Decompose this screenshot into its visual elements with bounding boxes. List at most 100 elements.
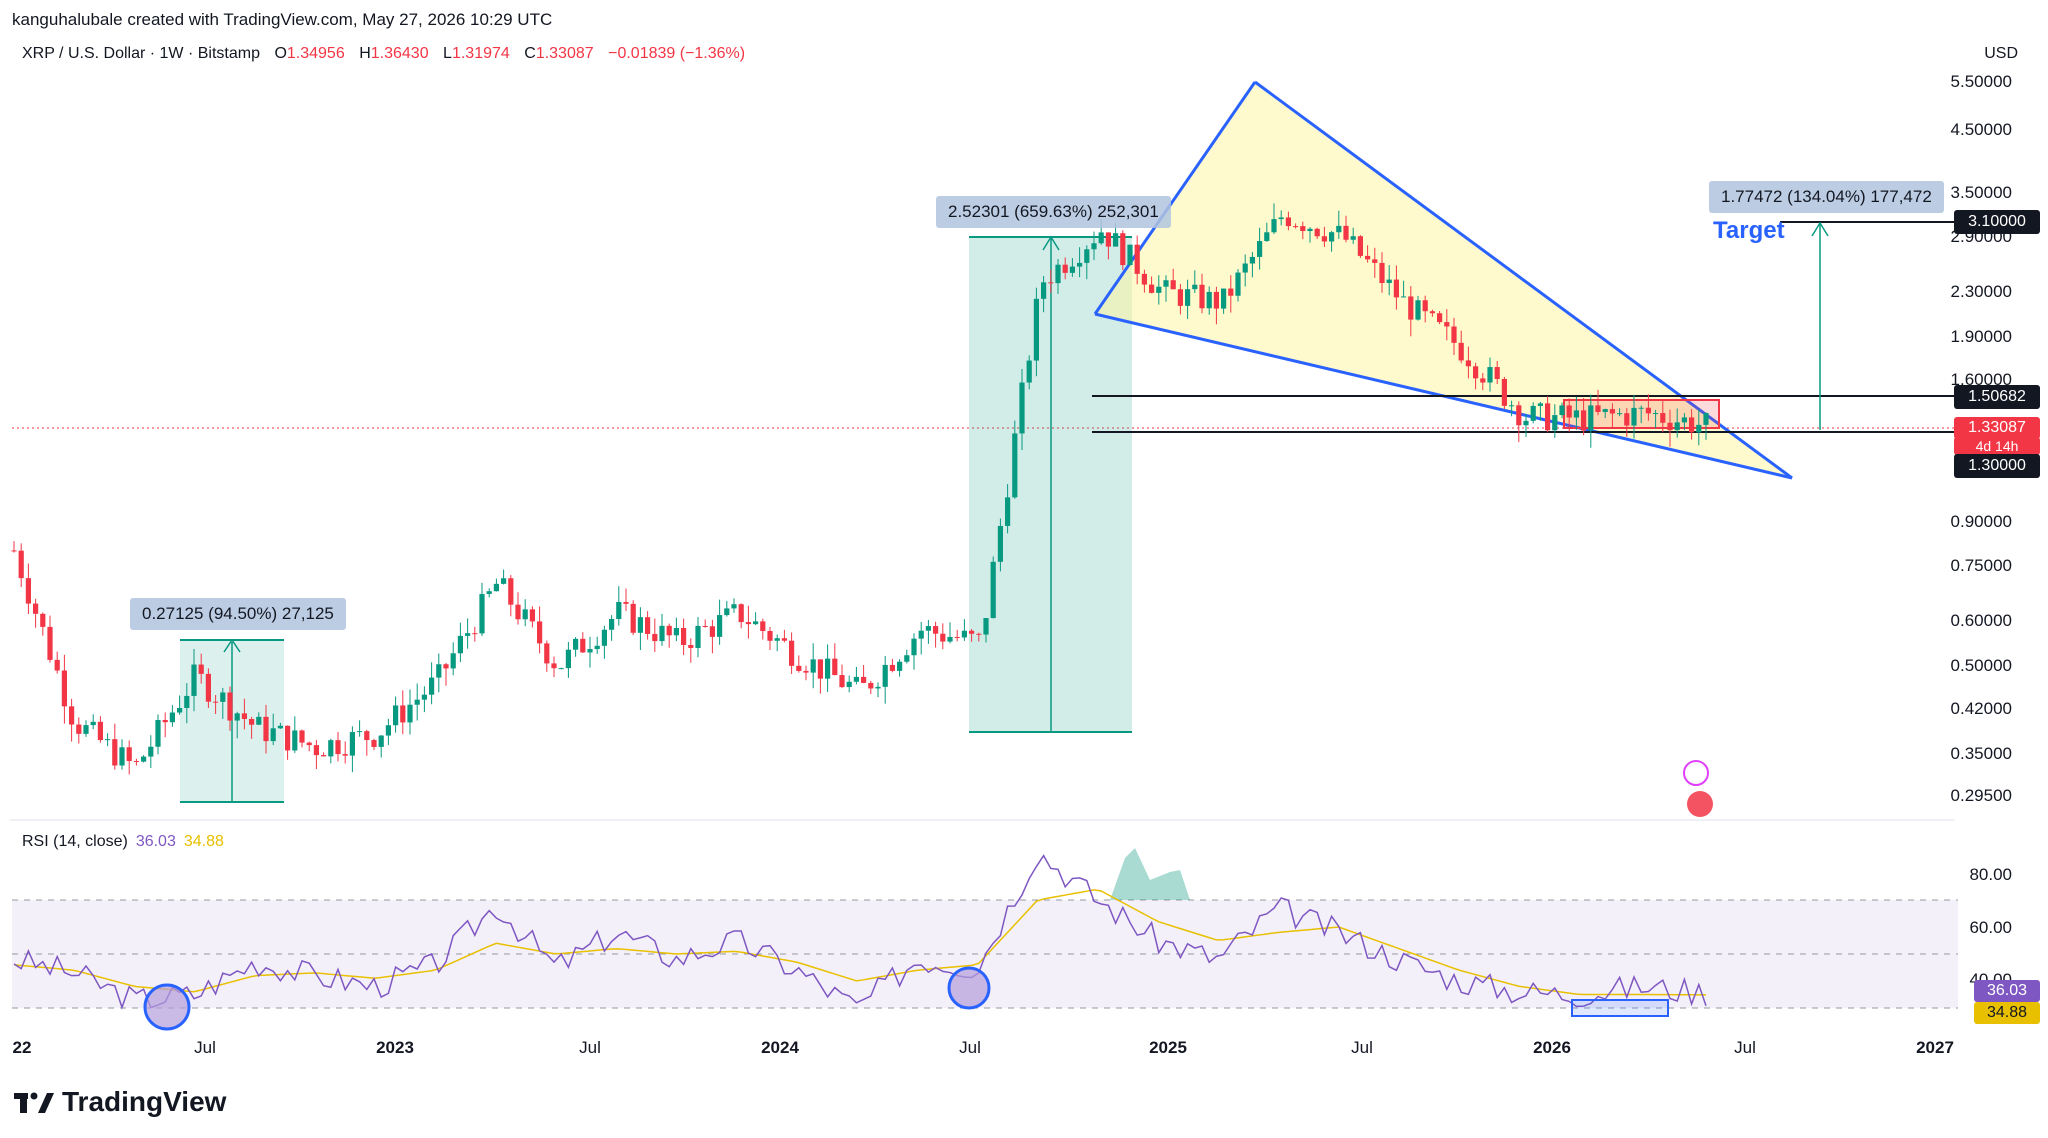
candle-body [1120,233,1126,266]
candle-body [1357,236,1363,256]
candle-body [1609,409,1615,414]
candle-body [897,661,903,671]
wedge-left-edge[interactable] [1093,81,1257,315]
candle-body [1465,360,1471,367]
candle-body [1127,244,1133,266]
candle-body [1336,225,1342,233]
flash-icon[interactable] [1683,760,1709,786]
candle-body [25,578,31,604]
rsi-legend[interactable]: RSI (14, close) 36.03 34.88 [22,833,224,851]
candle-body [349,732,355,756]
candle-body [659,625,665,642]
candle-body [169,712,175,723]
candle-body [1509,405,1515,407]
candle-body [1537,403,1543,406]
candle-body [83,725,89,734]
candle-body [40,613,46,627]
rsi-title: RSI (14, close) [22,833,128,850]
tradingview-brand: TradingView [62,1086,227,1117]
candle-body [1293,226,1299,228]
chart-created-caption: kanguhalubale created with TradingView.c… [12,10,553,29]
candle-body [738,604,744,623]
candle-body [1487,367,1493,383]
candle-body [277,725,283,729]
candle-body [493,583,499,592]
candle-body [385,725,391,736]
candle-body [414,699,420,705]
flag-icon[interactable] [1687,791,1713,817]
time-tick: Jul [194,1038,216,1057]
candle-body [1393,279,1399,298]
candle-body [616,601,622,620]
rsi-range-box[interactable] [1571,999,1669,1017]
tradingview-logo[interactable]: TradingView [14,1086,226,1118]
wedge-fill [1095,82,1792,478]
candle-body [1033,298,1039,361]
rsi-oversold-circle-2[interactable] [947,966,991,1010]
currency-label[interactable]: USD [1984,45,2018,62]
candle-body [1617,413,1623,415]
candle-body [1206,291,1212,309]
candle-body [1069,266,1075,273]
candle-body [522,609,528,620]
time-tick: Jul [959,1038,981,1057]
candle-body [1429,311,1435,314]
candle-body [177,707,183,713]
countdown-box: 4d 14h [1954,437,2040,455]
candle-body [558,668,564,670]
candle-body [601,629,607,646]
candle-body [270,728,276,742]
measure2-label[interactable]: 2.52301 (659.63%) 252,301 [936,196,1171,228]
candle-body [1645,407,1651,414]
candle-body [1113,233,1119,247]
candle-body [1581,410,1587,431]
candle-body [933,626,939,634]
measure3-label[interactable]: 1.77472 (134.04%) 177,472 [1709,181,1944,213]
candle-body [645,617,651,634]
candle-body [205,673,211,702]
candle-body [508,578,514,605]
wedge-upper-line[interactable] [1254,80,1793,480]
candle-body [47,626,53,660]
rsi-legend-value: 36.03 [135,833,176,850]
candle-body [1653,413,1659,415]
candle-body [1602,409,1608,412]
candle-body [263,716,269,742]
candle-body [1134,244,1140,274]
low-label: L [443,45,452,62]
candle-body [544,643,550,664]
candle-body [1285,217,1291,227]
candle-body [191,664,197,696]
rsi-tick-80: 80.00 [1969,865,2012,884]
rsi-oversold-circle-1[interactable] [143,983,191,1031]
candle-body [126,747,132,762]
candle-body [1321,236,1327,242]
candle-body [364,731,370,741]
candle-body [479,593,485,634]
candle-body [673,628,679,636]
candle-body [457,635,463,654]
candle-body [1444,322,1450,327]
high-value: 1.36430 [370,45,429,62]
candle-body [825,658,831,679]
candle-body [450,653,456,669]
price-tick: 0.50000 [1950,656,2012,675]
price-tick: 0.75000 [1950,556,2012,575]
rsi-ma-value-box: 34.88 [1974,1002,2040,1024]
candle-body [1228,288,1234,296]
candle-body [1156,286,1162,293]
time-tick: Jul [1351,1038,1373,1057]
candle-body [1343,225,1349,240]
candle-body [443,664,449,669]
candle-body [587,649,593,653]
candle-body [1458,342,1464,361]
last-price-box: 1.33087 [1954,417,2040,439]
candle-body [429,677,435,695]
candle-body [1314,228,1320,237]
candle-body [940,633,946,642]
rsi-ma-line [13,889,1707,996]
measure1-label[interactable]: 0.27125 (94.50%) 27,125 [130,598,346,630]
symbol-legend[interactable]: XRP / U.S. Dollar · 1W · Bitstamp O1.349… [22,45,745,63]
candle-body [954,636,960,638]
